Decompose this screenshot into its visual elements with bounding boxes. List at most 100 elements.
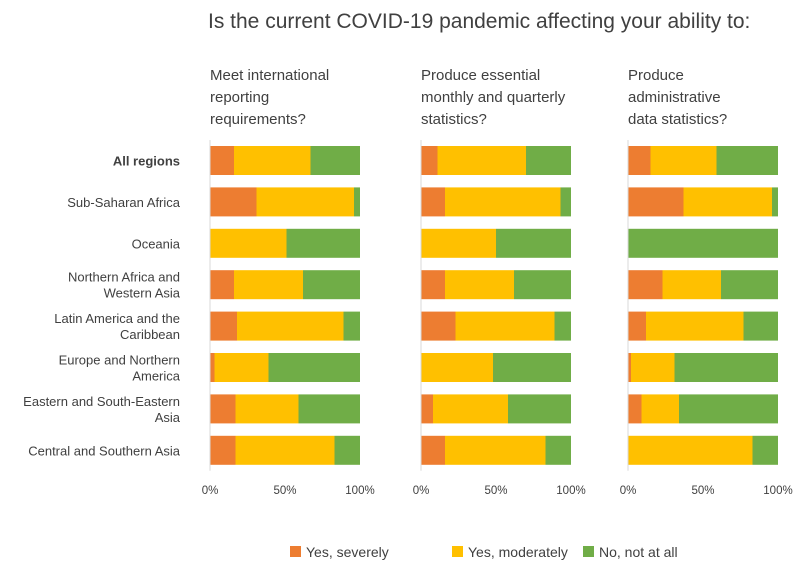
bar-segment [210,394,236,424]
category-label: Oceania [132,236,181,251]
bar-segment [210,146,234,175]
legend-swatch [452,546,463,557]
x-tick-label: 100% [763,485,792,497]
bar-segment [268,353,360,382]
bar-segment [554,311,571,341]
bar-segment [674,353,778,382]
x-tick-label: 0% [202,485,219,497]
category-label: Caribbean [120,327,180,342]
bar-segment [683,187,772,217]
bar-segment [445,435,546,465]
panel-title: reporting [210,89,269,106]
bar-segment [628,353,631,382]
bar-segment [716,146,778,175]
legend-swatch [290,546,301,557]
bar-segment [421,394,433,424]
x-tick-label: 0% [620,485,637,497]
bar-segment [237,311,344,341]
bar-segment [210,270,234,300]
bar-segment [628,187,684,217]
bar-segment [235,435,335,465]
category-label: Europe and Northern [59,353,180,368]
bar-segment [493,353,571,382]
bar-segment [679,394,778,424]
bar-segment [628,228,778,258]
category-label: Asia [155,410,181,425]
bar-segment [303,270,360,300]
bar-segment [628,311,646,341]
bar-segment [445,187,561,217]
bar-segment [662,270,721,300]
bar-segment [310,146,360,175]
category-label: Central and Southern Asia [28,443,181,458]
panel-title: data statistics? [628,111,727,128]
category-label: Northern Africa and [68,270,180,285]
panel-title: statistics? [421,111,487,128]
bar-segment [628,394,642,424]
bar-segment [421,270,445,300]
panel-title: administrative [628,89,721,106]
bar-segment [234,270,303,300]
bar-segment [421,353,493,382]
bar-segment [496,228,571,258]
panel-title: Meet international [210,67,329,84]
bar-segment [421,146,438,175]
bar-segment [772,187,778,217]
legend-label: Yes, severely [306,544,389,560]
bar-segment [210,228,287,258]
chart-title: Is the current COVID-19 pandemic affecti… [208,10,751,33]
legend-label: No, not at all [599,544,678,560]
category-label: Sub-Saharan Africa [67,195,181,210]
x-tick-label: 50% [484,485,507,497]
legend-swatch [583,546,594,557]
bar-segment [628,146,651,175]
bar-segment [628,435,753,465]
bar-segment [514,270,571,300]
bar-segment [343,311,360,341]
category-label: America [132,369,180,384]
panel-title: Produce essential [421,67,540,84]
bar-segment [210,187,257,217]
bar-segment [334,435,360,465]
bar-segment [545,435,571,465]
bar-segment [508,394,571,424]
bar-segment [210,435,236,465]
bar-segment [421,435,445,465]
bar-segment [641,394,679,424]
x-tick-label: 100% [556,485,585,497]
bar-segment [421,311,456,341]
category-label: Latin America and the [54,311,180,326]
bar-segment [445,270,514,300]
bar-segment [286,228,360,258]
bar-segment [560,187,571,217]
bar-segment [421,228,496,258]
bar-segment [210,353,215,382]
bar-segment [433,394,508,424]
x-tick-label: 50% [691,485,714,497]
bar-segment [721,270,778,300]
legend-label: Yes, moderately [468,544,568,560]
bar-segment [743,311,778,341]
bar-segment [235,394,299,424]
category-label: Western Asia [104,286,181,301]
bar-segment [752,435,778,465]
panel-title: monthly and quarterly [421,89,566,106]
category-label: All regions [113,154,180,169]
x-tick-label: 0% [413,485,430,497]
bar-segment [631,353,675,382]
bar-segment [437,146,526,175]
bar-segment [646,311,744,341]
x-tick-label: 50% [273,485,296,497]
bar-segment [526,146,571,175]
bar-segment [256,187,354,217]
bar-segment [628,270,663,300]
bar-segment [234,146,311,175]
bar-segment [298,394,360,424]
bar-segment [214,353,269,382]
x-tick-label: 100% [345,485,374,497]
bar-segment [210,311,237,341]
panel-title: Produce [628,67,684,84]
bar-segment [354,187,360,217]
panel-title: requirements? [210,111,306,128]
